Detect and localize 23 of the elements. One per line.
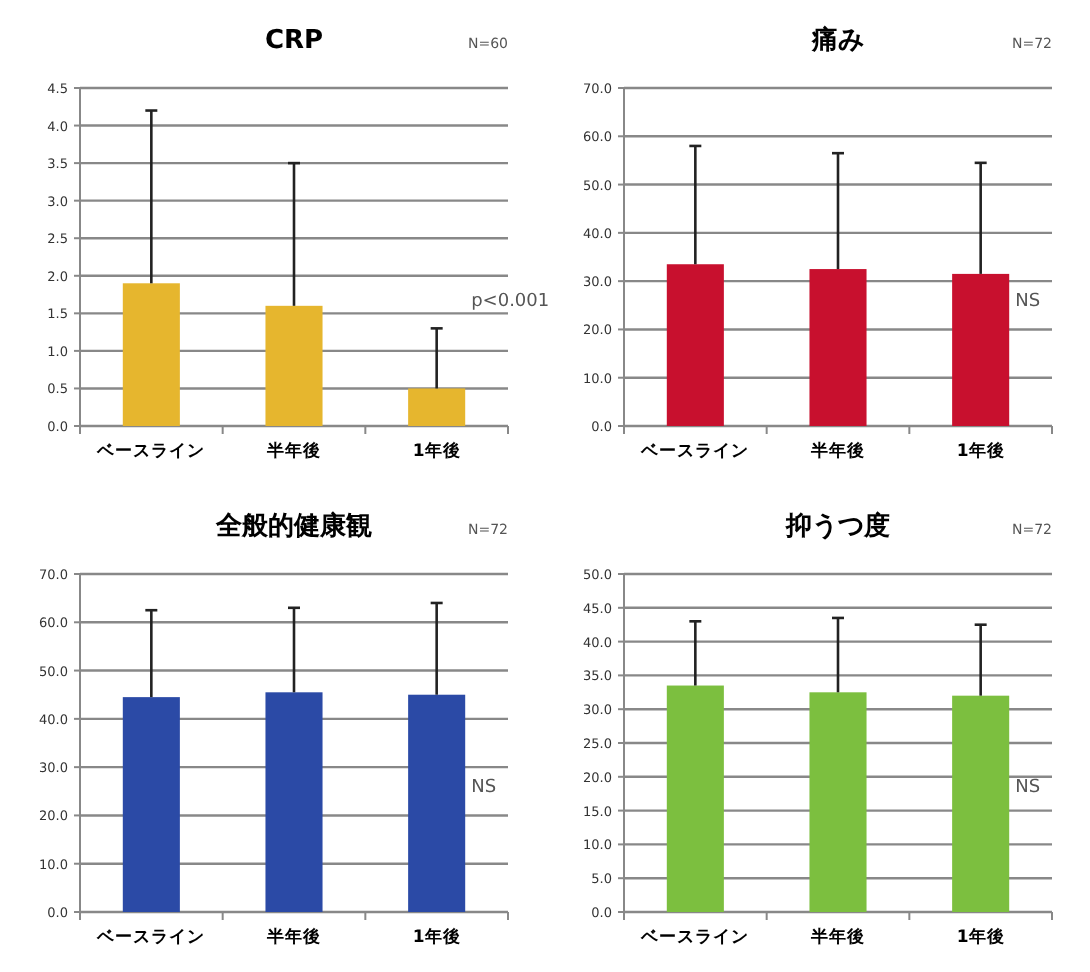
- bar: [122, 283, 180, 426]
- x-tick-label: ベースライン: [639, 928, 750, 948]
- x-tick-label: 1年後: [412, 440, 461, 462]
- chart-title: 全般的健康観: [214, 510, 372, 542]
- annotation: NS: [1015, 292, 1041, 313]
- x-tick-label: 半年後: [809, 926, 865, 948]
- x-tick-label: ベースライン: [95, 928, 206, 948]
- x-tick-label: 半年後: [265, 440, 321, 462]
- chart-title: 痛み: [810, 24, 864, 56]
- x-tick-label: ベースライン: [639, 442, 750, 462]
- x-tick-label: 1年後: [956, 440, 1005, 462]
- x-tick-label: 半年後: [265, 926, 321, 948]
- chart-title: CRP: [264, 26, 324, 56]
- bar: [408, 388, 466, 426]
- bar: [265, 305, 323, 426]
- x-tick-label: 1年後: [412, 926, 461, 948]
- annotation: p<0.001: [471, 292, 550, 313]
- x-tick-label: 半年後: [809, 440, 865, 462]
- chart-title: 抑うつ度: [784, 510, 890, 542]
- annotation: NS: [1015, 778, 1041, 799]
- x-tick-label: 1年後: [956, 926, 1005, 948]
- annotation: NS: [471, 778, 497, 799]
- x-tick-label: ベースライン: [95, 442, 206, 462]
